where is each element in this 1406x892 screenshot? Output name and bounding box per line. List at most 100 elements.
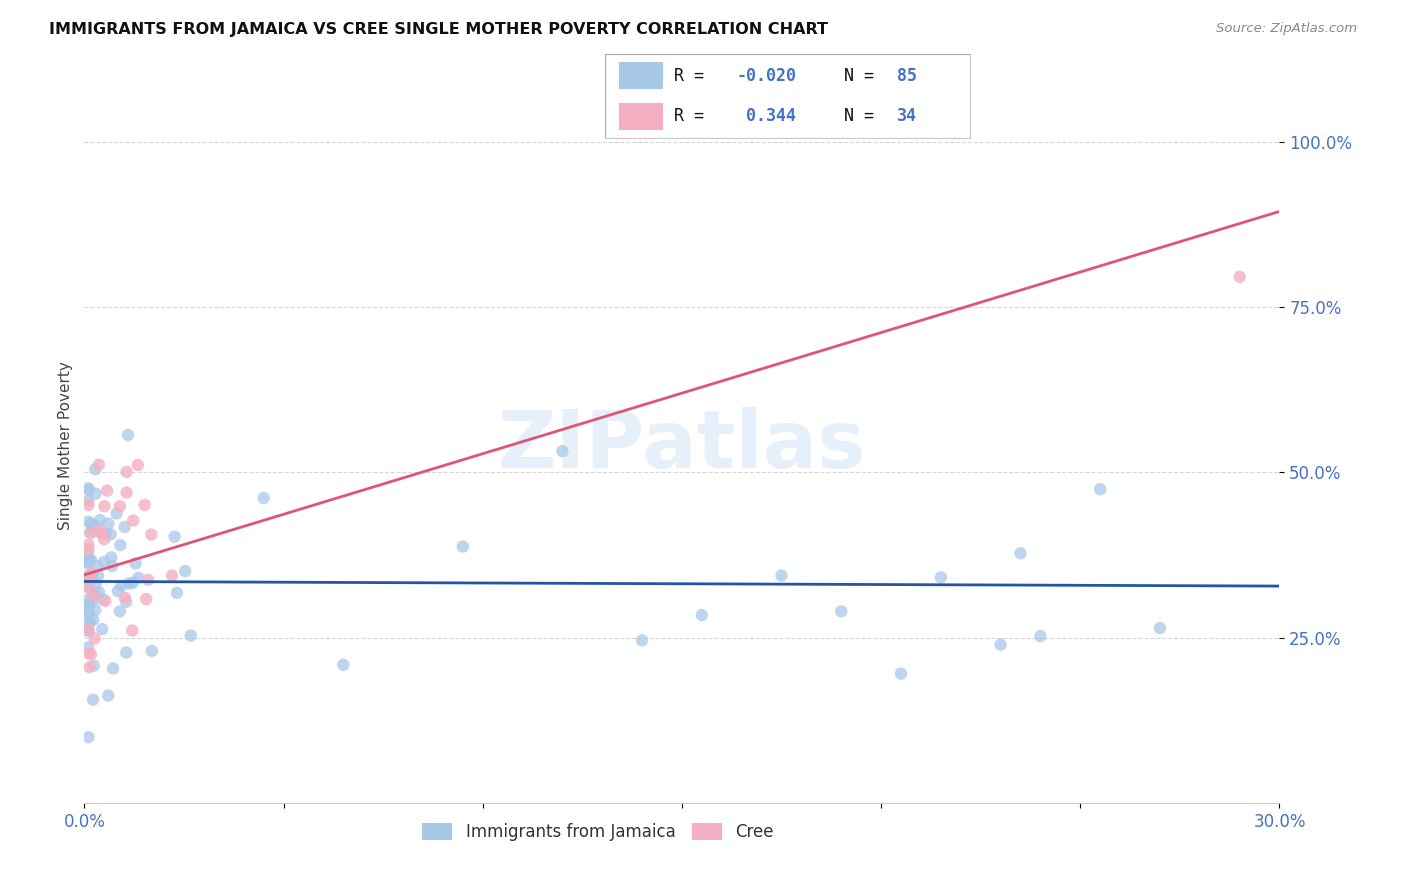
Point — [89, 524, 111, 538]
Text: Source: ZipAtlas.com: Source: ZipAtlas.com — [1216, 22, 1357, 36]
Text: ZIPatlas: ZIPatlas — [498, 407, 866, 485]
Point — [80, 525, 103, 540]
Point — [91, 622, 114, 636]
Point — [1090, 483, 1112, 497]
Point — [83, 632, 105, 646]
Point — [929, 570, 952, 584]
Point — [77, 493, 100, 508]
Point — [1029, 629, 1052, 643]
Point — [77, 599, 100, 614]
Point — [82, 588, 104, 602]
Point — [82, 594, 104, 608]
Point — [122, 514, 145, 528]
Point — [121, 576, 143, 591]
Point — [83, 658, 105, 673]
Legend: Immigrants from Jamaica, Cree: Immigrants from Jamaica, Cree — [416, 816, 780, 848]
Point — [77, 555, 100, 569]
Point — [115, 465, 138, 479]
Point — [127, 571, 149, 585]
Point — [77, 592, 100, 607]
Point — [84, 486, 107, 500]
Point — [77, 623, 100, 637]
Point — [94, 526, 117, 541]
Point — [79, 615, 101, 629]
Point — [115, 646, 138, 660]
Point — [97, 689, 120, 703]
Point — [84, 587, 107, 601]
Point — [1229, 269, 1251, 284]
Point — [136, 573, 159, 587]
Point — [890, 666, 912, 681]
Point — [117, 428, 139, 442]
Text: R =: R = — [673, 107, 714, 125]
Point — [108, 500, 131, 514]
Point — [84, 576, 107, 591]
Point — [87, 458, 110, 472]
Point — [80, 569, 103, 583]
Point — [96, 483, 118, 498]
Point — [332, 657, 354, 672]
Point — [118, 576, 141, 591]
Point — [990, 638, 1012, 652]
Point — [253, 491, 276, 505]
Text: N =: N = — [824, 107, 884, 125]
Point — [160, 568, 183, 582]
Point — [124, 557, 146, 571]
Point — [631, 633, 654, 648]
Point — [135, 592, 157, 607]
Point — [77, 640, 100, 655]
Point — [108, 604, 131, 618]
Point — [77, 605, 100, 619]
Point — [127, 458, 149, 472]
Point — [77, 569, 100, 583]
Point — [93, 555, 115, 569]
Point — [77, 579, 100, 593]
Point — [105, 507, 128, 521]
Point — [80, 647, 103, 661]
Point — [77, 498, 100, 512]
Point — [84, 519, 107, 533]
Point — [80, 566, 103, 581]
Point — [110, 579, 132, 593]
Point — [91, 592, 114, 607]
Bar — [619, 103, 664, 130]
Point — [163, 530, 186, 544]
Point — [77, 482, 100, 496]
Point — [174, 564, 197, 578]
Point — [115, 485, 138, 500]
Text: R =: R = — [673, 67, 714, 85]
Point — [110, 538, 132, 552]
Point — [94, 594, 117, 608]
Point — [82, 613, 104, 627]
Point — [115, 595, 138, 609]
Point — [77, 606, 100, 620]
Point — [107, 584, 129, 599]
Point — [77, 731, 100, 745]
Point — [77, 542, 100, 557]
Point — [166, 586, 188, 600]
Point — [80, 516, 103, 531]
Point — [84, 462, 107, 476]
Point — [101, 559, 124, 574]
Point — [1010, 546, 1032, 560]
Point — [93, 533, 115, 547]
Point — [101, 661, 124, 675]
Point — [77, 581, 100, 595]
Point — [77, 616, 100, 631]
Point — [97, 516, 120, 531]
Text: 0.344: 0.344 — [737, 107, 796, 125]
Point — [77, 544, 100, 558]
Point — [77, 553, 100, 567]
Point — [134, 498, 156, 512]
Point — [690, 608, 713, 623]
Point — [77, 515, 100, 529]
Point — [77, 538, 100, 552]
Point — [77, 569, 100, 583]
Text: N =: N = — [824, 67, 884, 85]
Point — [77, 557, 100, 571]
Text: 85: 85 — [897, 67, 917, 85]
Point — [451, 540, 474, 554]
Point — [551, 444, 574, 458]
Point — [77, 553, 100, 567]
Point — [82, 692, 104, 706]
